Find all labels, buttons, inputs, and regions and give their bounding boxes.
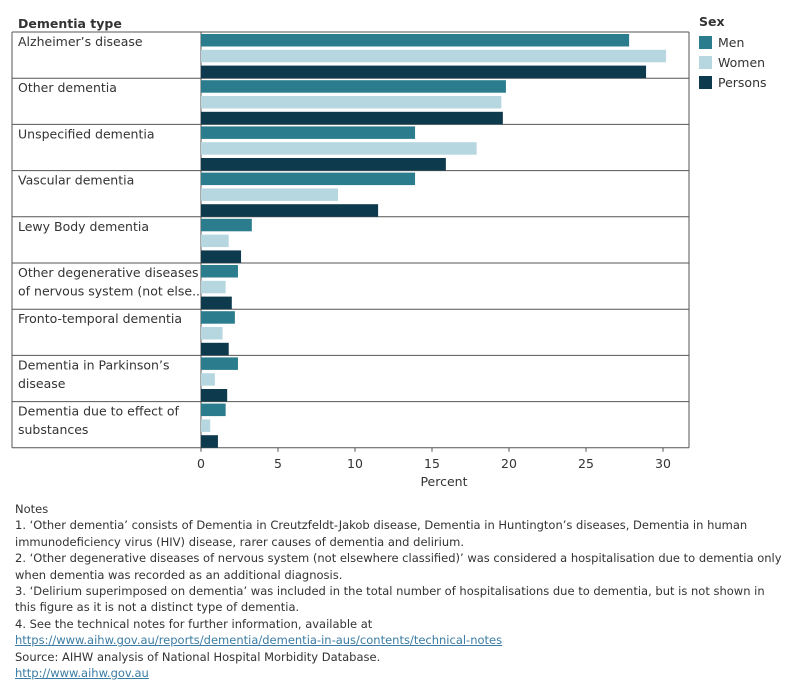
bar-men xyxy=(201,403,226,417)
note-3: 3. ‘Delirium superimposed on dementia’ w… xyxy=(15,584,765,615)
bar-women xyxy=(201,280,226,294)
bar-persons xyxy=(201,342,229,356)
note-1: 1. ‘Other dementia’ consists of Dementia… xyxy=(15,518,748,549)
x-axis-label: Percent xyxy=(420,474,467,489)
bar-persons xyxy=(201,296,232,310)
bar-persons xyxy=(201,204,379,217)
category-label: disease xyxy=(18,376,66,391)
category-label: of nervous system (not else.. xyxy=(18,284,200,299)
bar-persons xyxy=(201,65,647,79)
note-2: 2. ‘Other degenerative diseases of nervo… xyxy=(15,551,782,582)
x-tick-label: 5 xyxy=(274,456,282,471)
legend: Sex Men Women Persons xyxy=(699,14,767,92)
x-tick-label: 20 xyxy=(501,456,517,471)
row-header: Dementia type xyxy=(18,16,122,31)
category-label: Vascular dementia xyxy=(18,173,134,188)
source-text: Source: AIHW analysis of National Hospit… xyxy=(15,649,381,664)
bar-chart: Dementia type Alzheimer’s disease Other d… xyxy=(11,16,690,489)
bar-men xyxy=(201,218,252,232)
bar-men xyxy=(201,172,416,186)
x-tick-label: 30 xyxy=(655,456,671,471)
category-label: Other degenerative diseases xyxy=(18,265,199,280)
legend-label: Men xyxy=(718,34,745,50)
technical-notes-link[interactable]: https://www.aihw.gov.au/reports/dementia… xyxy=(15,633,503,648)
bar-persons xyxy=(201,250,242,263)
legend-item-women[interactable]: Women xyxy=(699,52,767,72)
category-label: Dementia in Parkinson’s xyxy=(18,357,169,372)
bar-men xyxy=(201,126,416,139)
bar-women xyxy=(201,234,229,248)
legend-swatch xyxy=(699,35,712,49)
bar-men xyxy=(201,265,238,278)
bar-persons xyxy=(201,158,446,171)
x-tick-label: 15 xyxy=(424,456,440,471)
bar-persons xyxy=(201,435,218,448)
notes-heading: Notes xyxy=(15,502,49,516)
bar-men xyxy=(201,80,506,93)
x-tick-label: 0 xyxy=(197,456,205,471)
legend-swatch xyxy=(699,55,712,69)
category-label: Alzheimer’s disease xyxy=(18,34,143,49)
x-tick-label: 25 xyxy=(578,456,594,471)
bar-women xyxy=(201,96,502,109)
bar-women xyxy=(201,142,477,155)
legend-label: Women xyxy=(718,54,766,70)
legend-item-persons[interactable]: Persons xyxy=(699,72,767,92)
bar-women xyxy=(201,188,339,201)
bar-women xyxy=(201,49,667,63)
aihw-link[interactable]: http://www.aihw.gov.au xyxy=(15,666,149,681)
bar-men xyxy=(201,357,238,370)
legend-item-men[interactable]: Men xyxy=(699,32,767,52)
legend-title: Sex xyxy=(699,14,725,29)
note-4: 4. See the technical notes for further i… xyxy=(15,616,373,631)
legend-label: Persons xyxy=(718,74,767,90)
bar-men xyxy=(201,34,630,47)
x-tick-label: 10 xyxy=(347,456,363,471)
bar-men xyxy=(201,311,235,324)
notes-section: Notes 1. ‘Other dementia’ consists of De… xyxy=(15,501,785,681)
bar-women xyxy=(201,419,211,432)
bar-persons xyxy=(201,389,228,402)
bar-women xyxy=(201,373,215,386)
category-label: Dementia due to effect of xyxy=(18,404,180,419)
category-label: substances xyxy=(18,422,88,437)
legend-swatch xyxy=(699,75,712,89)
category-label: Other dementia xyxy=(18,80,117,95)
category-label: Lewy Body dementia xyxy=(18,219,149,234)
category-label: Fronto-temporal dementia xyxy=(18,311,182,326)
bar-women xyxy=(201,327,223,340)
category-label: Unspecified dementia xyxy=(18,126,154,141)
bar-persons xyxy=(201,111,503,125)
